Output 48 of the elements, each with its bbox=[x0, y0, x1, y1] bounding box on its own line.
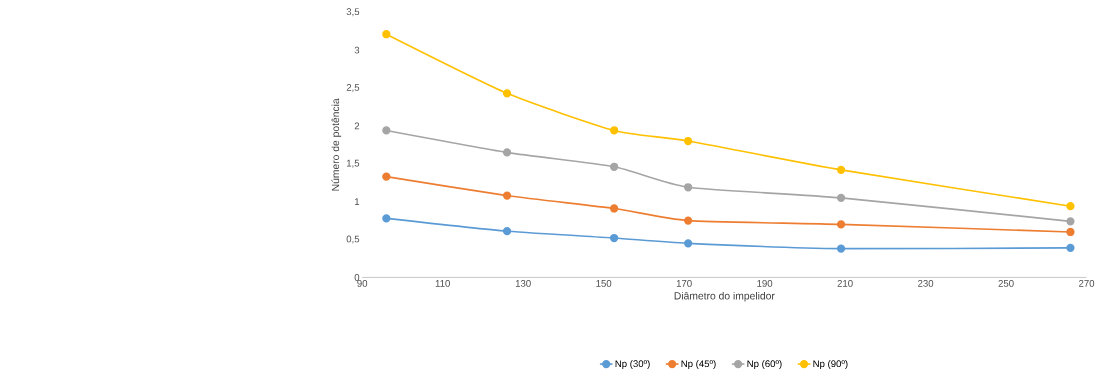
point bbox=[1066, 227, 1075, 237]
point bbox=[1066, 217, 1075, 226]
point bbox=[502, 227, 512, 236]
point bbox=[684, 183, 693, 192]
y-tick-label: 2,5 bbox=[346, 84, 360, 92]
x-tick-label: 90 bbox=[357, 280, 368, 287]
point bbox=[502, 89, 512, 98]
y-tick-label: 0,5 bbox=[346, 235, 360, 244]
point bbox=[684, 136, 693, 146]
point bbox=[382, 30, 391, 39]
legend-label: Np (60º) bbox=[747, 360, 782, 369]
point bbox=[684, 216, 693, 225]
point bbox=[1066, 243, 1075, 252]
y-tick-label: 1 bbox=[354, 198, 360, 205]
point bbox=[382, 214, 391, 223]
y-tick-label: 1,5 bbox=[346, 159, 360, 168]
x-tick-label: 190 bbox=[757, 280, 773, 287]
point bbox=[609, 204, 619, 213]
point bbox=[1066, 202, 1075, 211]
point bbox=[609, 126, 619, 135]
y-tick-label: 3,5 bbox=[346, 8, 360, 17]
x-axis-title: Diâmetro do impelidor bbox=[674, 291, 775, 302]
point bbox=[502, 148, 512, 157]
point bbox=[684, 239, 693, 248]
x-tick-label: 250 bbox=[998, 280, 1014, 287]
point bbox=[502, 191, 512, 200]
y-tick-label: 3 bbox=[354, 46, 360, 54]
x-tick-label: 150 bbox=[596, 280, 612, 287]
x-tick-label: 270 bbox=[1079, 280, 1095, 287]
point bbox=[609, 233, 619, 243]
x-tick-label: 230 bbox=[918, 280, 934, 287]
y-axis-title: Número de potência bbox=[331, 98, 342, 191]
point bbox=[382, 126, 391, 135]
x-tick-label: 110 bbox=[435, 280, 450, 287]
x-tick-label: 170 bbox=[676, 280, 692, 287]
x-tick-label: 210 bbox=[837, 280, 853, 287]
point bbox=[609, 162, 619, 171]
y-tick-label: 2 bbox=[354, 122, 360, 130]
point bbox=[836, 220, 846, 229]
legend-label: Np (30º) bbox=[615, 360, 650, 369]
legend-label: Np (90º) bbox=[813, 360, 848, 369]
point bbox=[836, 193, 846, 202]
point bbox=[836, 244, 846, 253]
point bbox=[836, 165, 846, 174]
y-tick-label: 0 bbox=[354, 274, 360, 281]
legend-label: Np (45º) bbox=[681, 360, 716, 369]
point bbox=[382, 172, 391, 181]
x-tick-label: 130 bbox=[515, 280, 531, 287]
